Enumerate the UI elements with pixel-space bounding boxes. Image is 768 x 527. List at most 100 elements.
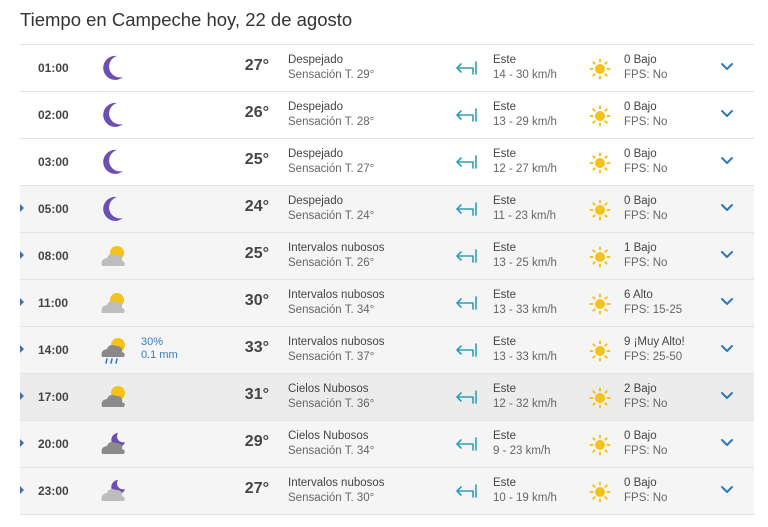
hour-label: 23:00 bbox=[38, 484, 69, 498]
expand-triangle-icon[interactable] bbox=[20, 486, 24, 494]
uv-sun-icon bbox=[589, 387, 611, 409]
feels-like-text: Sensación T. 37° bbox=[288, 351, 375, 363]
moon-icon bbox=[103, 102, 123, 127]
forecast-row[interactable]: 03:00 25° Despejado Sensación T. 27° Este 12 … bbox=[20, 139, 754, 186]
wind-info: Este 10 - 19 km/h bbox=[493, 476, 557, 506]
uv-info: 0 Bajo FPS: No bbox=[624, 100, 667, 130]
cloudy-icon bbox=[101, 386, 125, 407]
condition-text: Despejado bbox=[288, 148, 343, 160]
chevron-down-icon[interactable] bbox=[720, 437, 734, 449]
wind-direction: Este bbox=[493, 477, 517, 489]
uv-index: 0 Bajo bbox=[624, 477, 657, 489]
wind-direction-icon bbox=[456, 484, 477, 498]
fps-text: FPS: No bbox=[624, 492, 668, 504]
fps-text: FPS: No bbox=[624, 257, 668, 269]
wind-info: Este 13 - 29 km/h bbox=[493, 100, 557, 130]
forecast-row[interactable]: 08:00 25° Intervalos nubosos Sensación T. 2… bbox=[20, 233, 754, 280]
page-title: Tiempo en Campeche hoy, 22 de agosto bbox=[20, 9, 353, 30]
feels-like-text: Sensación T. 27° bbox=[288, 163, 375, 175]
temperature: 25° bbox=[244, 151, 269, 168]
chevron-down-icon[interactable] bbox=[720, 249, 734, 261]
expand-triangle-icon[interactable] bbox=[20, 345, 24, 353]
expand-triangle-icon[interactable] bbox=[20, 439, 24, 447]
uv-index: 0 Bajo bbox=[624, 101, 657, 113]
hour-label: 20:00 bbox=[38, 437, 69, 451]
expand-triangle-icon[interactable] bbox=[20, 251, 24, 259]
precipitation-info: 30% 0.1 mm bbox=[141, 336, 178, 362]
expand-triangle-icon[interactable] bbox=[20, 204, 24, 212]
uv-info: 6 Alto FPS: 15-25 bbox=[624, 288, 682, 318]
forecast-row[interactable]: 05:00 24° Despejado Sensación T. 24° Este 11 … bbox=[20, 186, 754, 233]
forecast-row[interactable]: 23:00 27° Intervalos nubosos Sensación T. 3… bbox=[20, 468, 754, 515]
hour-label: 03:00 bbox=[38, 155, 69, 169]
chevron-down-icon[interactable] bbox=[720, 202, 734, 214]
expand-triangle-icon[interactable] bbox=[20, 298, 24, 306]
temperature: 25° bbox=[244, 245, 269, 262]
forecast-row[interactable]: 20:00 29° Cielos Nubosos Sensación T. 34° Es… bbox=[20, 421, 754, 468]
temperature: 31° bbox=[244, 386, 269, 403]
wind-direction-icon bbox=[456, 108, 477, 122]
wind-direction-icon bbox=[456, 202, 477, 216]
wind-direction: Este bbox=[493, 242, 517, 254]
forecast-row[interactable]: 11:00 30° Intervalos nubosos Sensación T. 3… bbox=[20, 280, 754, 327]
hour-label: 02:00 bbox=[38, 108, 69, 122]
forecast-row[interactable]: 17:00 31° Cielos Nubosos Sensación T. 36° Es… bbox=[20, 374, 754, 421]
temperature: 27° bbox=[244, 57, 269, 74]
condition-info: Intervalos nubosos Sensación T. 34° bbox=[288, 288, 385, 318]
fps-text: FPS: 15-25 bbox=[624, 304, 683, 316]
condition-info: Despejado Sensación T. 24° bbox=[288, 194, 374, 224]
wind-direction-icon bbox=[456, 390, 477, 404]
fps-text: FPS: No bbox=[624, 69, 668, 81]
fps-text: FPS: No bbox=[624, 398, 668, 410]
wind-speed: 11 - 23 km/h bbox=[493, 210, 557, 222]
chevron-down-icon[interactable] bbox=[720, 61, 734, 73]
chevron-down-icon[interactable] bbox=[720, 296, 734, 308]
chevron-down-icon[interactable] bbox=[720, 343, 734, 355]
temperature: 29° bbox=[244, 433, 269, 450]
uv-info: 0 Bajo FPS: No bbox=[624, 476, 667, 506]
moon-icon bbox=[103, 196, 123, 221]
uv-index: 6 Alto bbox=[624, 289, 653, 301]
wind-info: Este 13 - 25 km/h bbox=[493, 241, 557, 271]
uv-info: 1 Bajo FPS: No bbox=[624, 241, 667, 271]
chevron-down-icon[interactable] bbox=[720, 390, 734, 402]
condition-text: Cielos Nubosos bbox=[288, 430, 369, 442]
moon-icon bbox=[103, 55, 123, 80]
condition-text: Despejado bbox=[288, 101, 343, 113]
uv-index: 0 Bajo bbox=[624, 148, 657, 160]
wind-direction-icon bbox=[456, 343, 477, 357]
condition-info: Intervalos nubosos Sensación T. 30° bbox=[288, 476, 385, 506]
uv-index: 2 Bajo bbox=[624, 383, 657, 395]
condition-text: Intervalos nubosos bbox=[288, 477, 385, 489]
wind-direction-icon bbox=[456, 437, 477, 451]
chevron-down-icon[interactable] bbox=[720, 108, 734, 120]
condition-text: Intervalos nubosos bbox=[288, 289, 385, 301]
wind-direction: Este bbox=[493, 195, 517, 207]
wind-info: Este 9 - 23 km/h bbox=[493, 429, 551, 459]
condition-text: Intervalos nubosos bbox=[288, 242, 385, 254]
partly-cloudy-icon bbox=[101, 246, 125, 266]
temperature: 24° bbox=[244, 198, 269, 215]
wind-direction-icon bbox=[456, 249, 477, 263]
expand-triangle-icon[interactable] bbox=[20, 392, 24, 400]
fps-text: FPS: No bbox=[624, 445, 668, 457]
condition-info: Despejado Sensación T. 28° bbox=[288, 100, 374, 130]
wind-info: Este 13 - 33 km/h bbox=[493, 288, 557, 318]
wind-speed: 13 - 33 km/h bbox=[493, 351, 557, 363]
rain-probability: 30% bbox=[141, 336, 164, 348]
chevron-down-icon[interactable] bbox=[720, 484, 734, 496]
forecast-row[interactable]: 02:00 26° Despejado Sensación T. 28° Este 13 … bbox=[20, 92, 754, 139]
wind-direction: Este bbox=[493, 54, 517, 66]
wind-info: Este 12 - 32 km/h bbox=[493, 382, 557, 412]
wind-direction: Este bbox=[493, 148, 517, 160]
feels-like-text: Sensación T. 26° bbox=[288, 257, 375, 269]
wind-direction: Este bbox=[493, 289, 517, 301]
forecast-row[interactable]: 01:00 27° Despejado Sensación T. 29° Este 14 … bbox=[20, 45, 754, 92]
fps-text: FPS: 25-50 bbox=[624, 351, 683, 363]
feels-like-text: Sensación T. 30° bbox=[288, 492, 375, 504]
uv-info: 0 Bajo FPS: No bbox=[624, 194, 667, 224]
feels-like-text: Sensación T. 28° bbox=[288, 116, 375, 128]
uv-sun-icon bbox=[589, 152, 611, 174]
forecast-row[interactable]: 14:00 30% 0.1 mm 33° Intervalos nubosos Sensa… bbox=[20, 327, 754, 374]
chevron-down-icon[interactable] bbox=[720, 155, 734, 167]
